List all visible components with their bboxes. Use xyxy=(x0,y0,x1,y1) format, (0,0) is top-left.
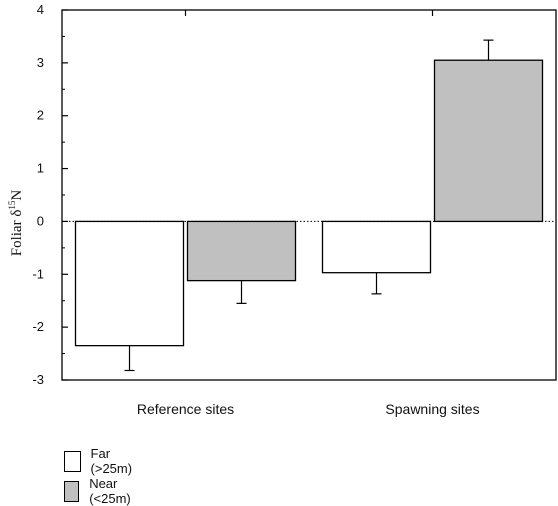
y-tick-label: 1 xyxy=(37,161,44,176)
y-tick-label: -1 xyxy=(32,266,44,281)
legend-swatch-near xyxy=(64,480,80,502)
y-axis-label-sup: 15 xyxy=(7,200,17,210)
x-category-label: Reference sites xyxy=(137,401,234,417)
bar xyxy=(321,220,432,274)
y-tick-label: 4 xyxy=(37,2,44,17)
y-axis-label-prefix: Foliar δ xyxy=(9,210,25,257)
y-tick-label: 0 xyxy=(37,213,44,228)
y-tick-label: -2 xyxy=(32,319,44,334)
y-tick-label: 2 xyxy=(37,108,44,123)
y-tick-label: -3 xyxy=(32,372,44,387)
legend-label-near: Near (<25m) xyxy=(89,476,131,506)
bar xyxy=(186,220,297,282)
y-axis-label-suffix: N xyxy=(9,190,25,201)
bar-chart: -3 -2 -1 0 1 2 3 4 Reference sites Spawning sites… xyxy=(7,2,557,417)
y-tick-label: 3 xyxy=(37,55,44,70)
bar xyxy=(433,59,544,223)
y-axis-label: Foliar δ15N xyxy=(7,190,25,257)
legend-swatch-far xyxy=(64,450,81,472)
plot-area: -3 -2 -1 0 1 2 3 4 Reference sites Spawning sites xyxy=(32,2,557,417)
bar xyxy=(74,220,185,347)
x-category-label: Spawning sites xyxy=(385,401,479,417)
legend-item-far: Far (>25m) xyxy=(64,446,138,476)
legend-label-far: Far (>25m) xyxy=(90,446,133,476)
legend-item-near: Near (<25m) xyxy=(64,476,138,506)
